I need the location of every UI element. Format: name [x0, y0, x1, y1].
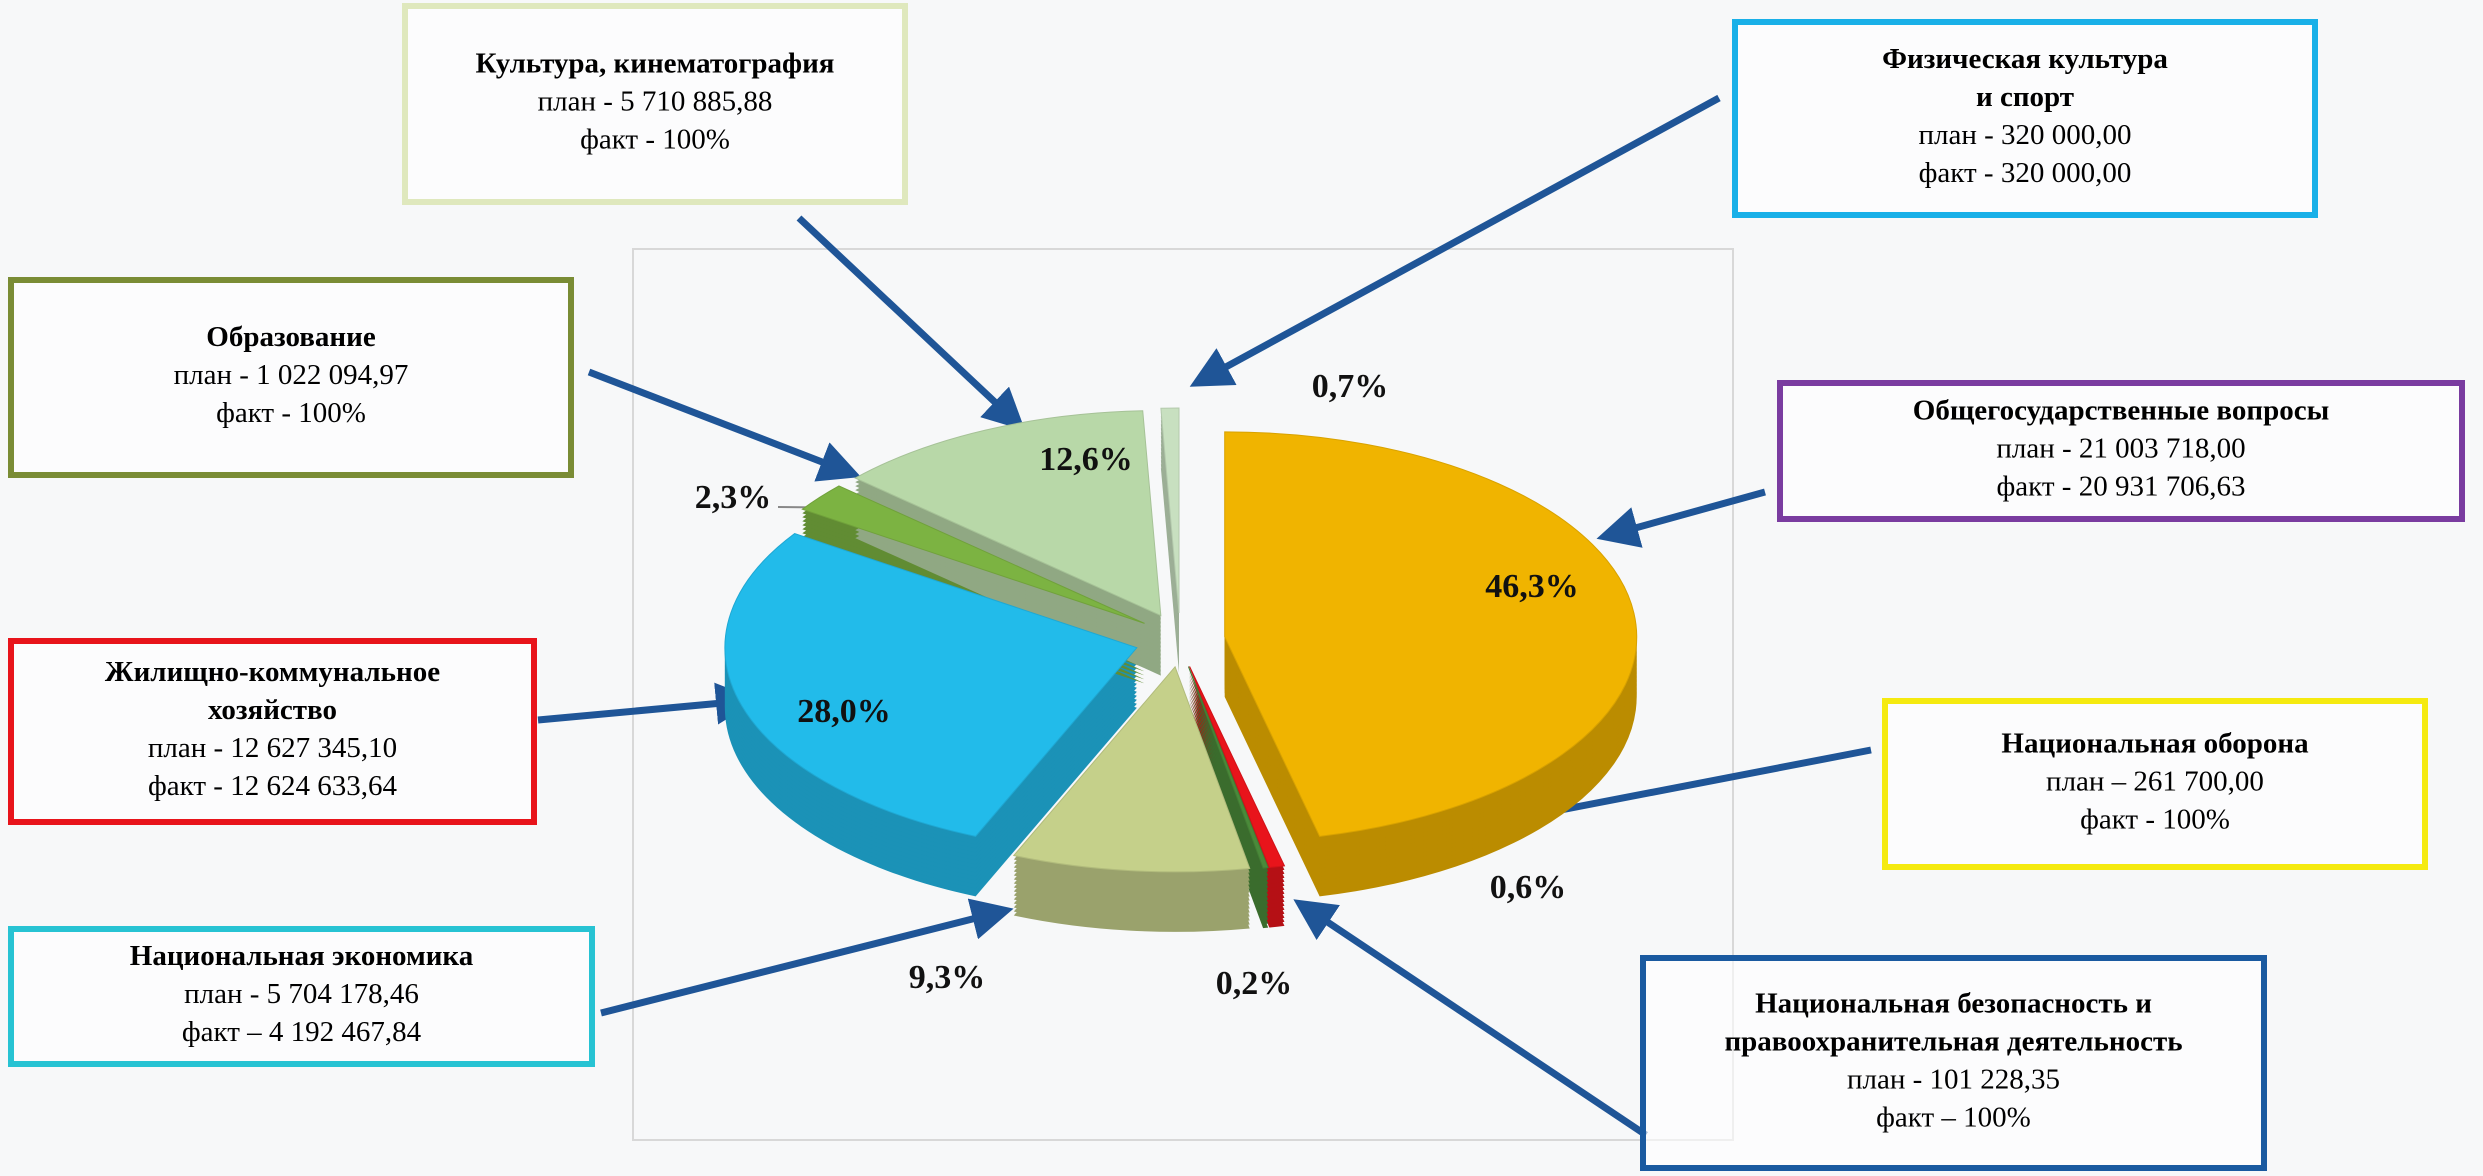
callout-box [1777, 380, 2465, 522]
slice [724, 532, 1138, 837]
callout-title: Культура, кинематография [475, 48, 834, 80]
callout-title: Жилищно-коммунальное [105, 656, 440, 688]
callout-box [1732, 19, 2318, 218]
callout-box [8, 926, 595, 1067]
callout-title: Национальная безопасность и [1755, 988, 2152, 1020]
callout-box [1882, 698, 2428, 870]
callout-fact: факт - 100% [580, 124, 730, 156]
data-label: 2,3% [695, 479, 772, 516]
data-label: 9,3% [909, 959, 986, 996]
callout-box [1640, 955, 2267, 1171]
arrow [1596, 488, 1766, 548]
callout-plan: план – 261 700,00 [2046, 766, 2264, 798]
callout-fact: факт - 100% [2080, 804, 2230, 836]
arrow [1189, 94, 1721, 387]
callout-box [402, 3, 908, 205]
callout-title: Национальная оборона [2001, 728, 2309, 760]
pie [724, 407, 1638, 932]
arrow [537, 682, 758, 725]
slice [1224, 431, 1638, 837]
data-label: 28,0% [797, 693, 891, 730]
callout-fact: факт - 20 931 706,63 [1997, 471, 2246, 503]
data-label: 0,6% [1490, 869, 1567, 906]
arrow [600, 898, 1014, 1017]
callout-fact: факт - 320 000,00 [1919, 157, 2132, 189]
callout-fact: факт – 4 192 467,84 [182, 1016, 422, 1048]
slice [1160, 407, 1180, 614]
callout-title: хозяйство [208, 694, 337, 726]
callout-plan: план - 12 627 345,10 [148, 732, 397, 764]
callout-title: и спорт [1976, 81, 2074, 113]
slice [1012, 665, 1251, 873]
arrow [587, 368, 862, 482]
callout-title: Физическая культура [1882, 43, 2168, 75]
callout-plan: план - 1 022 094,97 [174, 359, 409, 391]
callout-box [8, 277, 574, 478]
data-label: 12,6% [1039, 441, 1133, 478]
slice [1187, 666, 1269, 869]
data-label: 0,7% [1312, 368, 1389, 405]
data-label: 46,3% [1485, 568, 1579, 605]
callout-plan: план - 5 704 178,46 [184, 978, 419, 1010]
data-label: 0,2% [1216, 965, 1293, 1002]
arrow [796, 215, 1026, 431]
arrow [1293, 899, 1648, 1138]
callout-plan: план - 320 000,00 [1918, 119, 2131, 151]
callout-fact: факт - 100% [216, 397, 366, 429]
slice [801, 485, 1145, 624]
slice [854, 410, 1162, 617]
slice [1189, 666, 1286, 869]
plot-frame [632, 248, 1734, 1141]
arrows [537, 94, 1872, 1138]
callout-title: правоохранительная деятельность [1724, 1026, 2182, 1058]
callout-plan: план - 101 228,35 [1847, 1064, 2060, 1096]
callout-title: Общегосударственные вопросы [1913, 395, 2329, 427]
callout-fact: факт – 100% [1876, 1102, 2031, 1134]
callout-fact: факт - 12 624 633,64 [148, 770, 397, 802]
callout-title: Национальная экономика [130, 940, 474, 972]
callout-box [8, 638, 537, 825]
callout-title: Образование [206, 321, 376, 353]
callout-plan: план - 5 710 885,88 [538, 86, 773, 118]
callout-plan: план - 21 003 718,00 [1996, 433, 2245, 465]
